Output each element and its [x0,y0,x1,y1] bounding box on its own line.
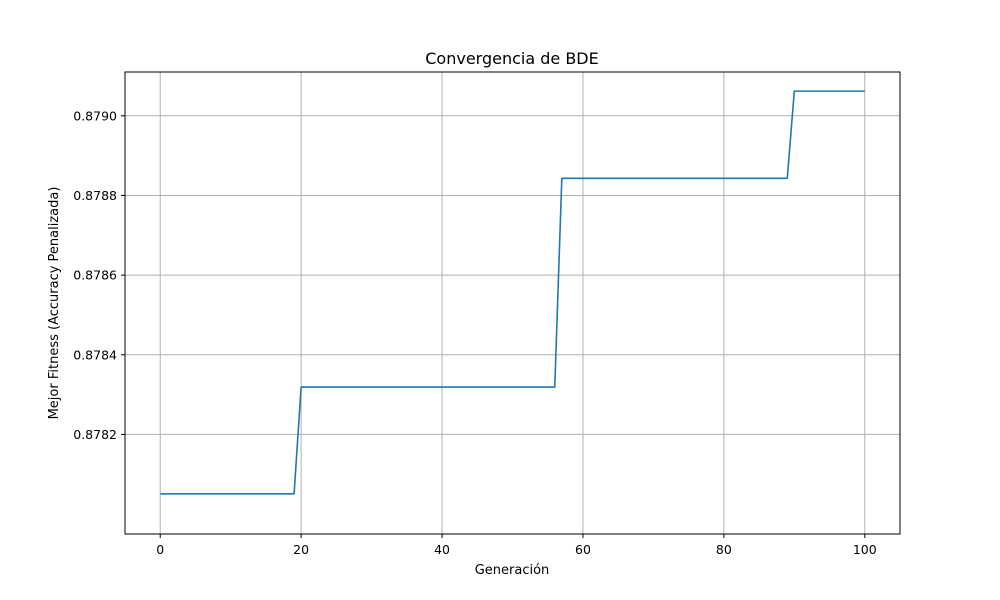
x-tick-label: 0 [156,542,164,557]
x-tick-label: 40 [434,542,450,557]
x-tick-label: 80 [716,542,732,557]
x-tick-label: 100 [853,542,877,557]
y-tick-label: 0.8786 [73,268,117,283]
y-axis-ticks: 0.8782 0.8784 0.8786 0.8788 0.8790 [73,108,125,442]
x-tick-label: 20 [293,542,309,557]
x-axis-ticks: 0 20 40 60 80 100 [156,534,877,557]
series-layer [160,90,865,495]
grid [125,72,900,534]
y-tick-label: 0.8790 [73,108,117,123]
y-tick-label: 0.8782 [73,427,117,442]
y-tick-label: 0.8788 [73,188,117,203]
y-tick-label: 0.8784 [73,347,117,362]
fitness-series-line [160,90,865,495]
x-tick-label: 60 [575,542,591,557]
plot-frame [124,71,901,535]
chart-title: Convergencia de BDE [425,49,598,68]
x-axis-label: Generación [475,563,550,578]
y-axis-label: Mejor Fitness (Accuracy Penalizada) [47,187,62,420]
